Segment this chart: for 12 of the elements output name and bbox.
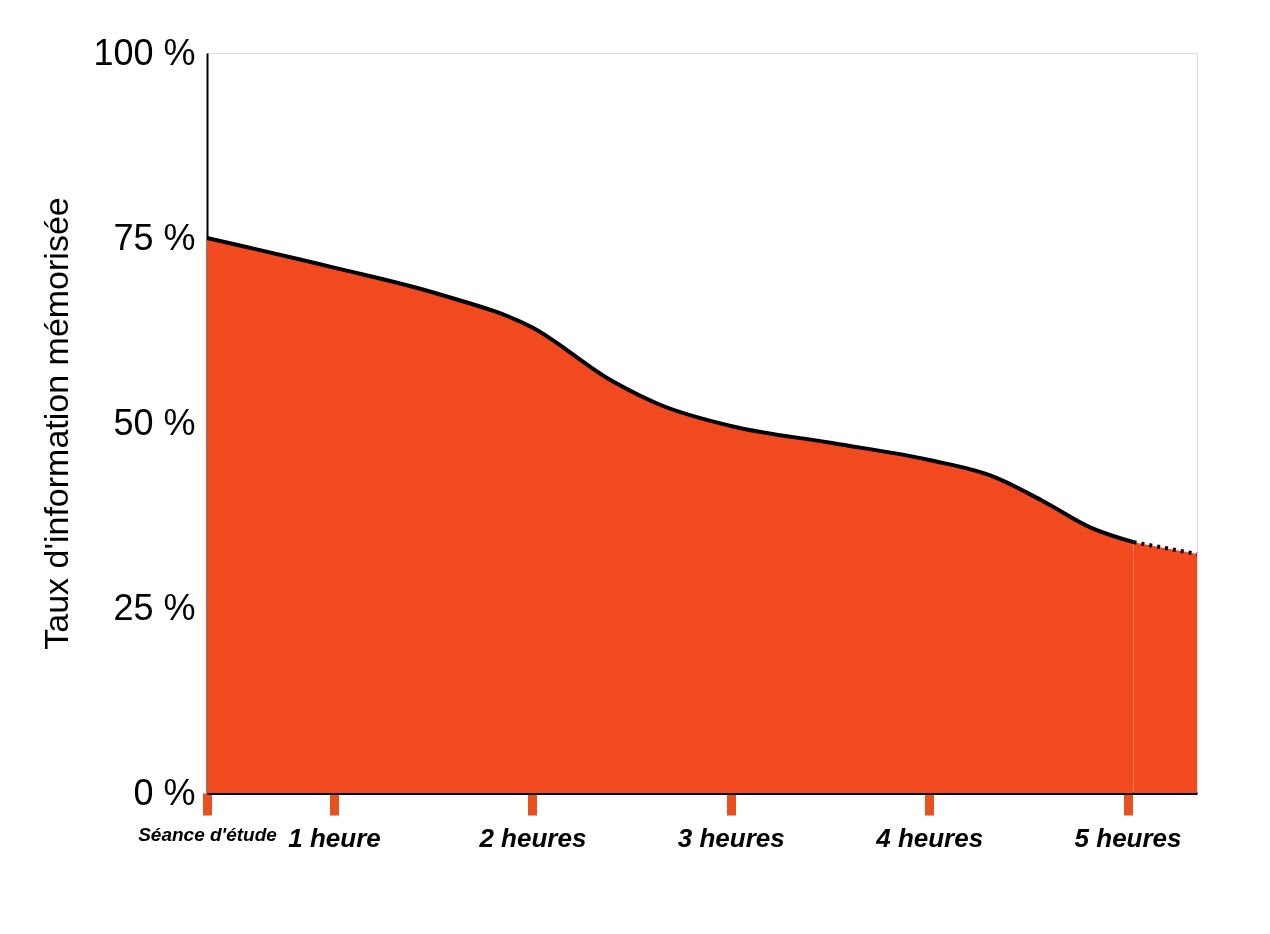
y-tick-label: 50 % — [113, 401, 196, 443]
y-axis-title: Taux d'information mémorisée — [37, 197, 76, 650]
x-tick-label: Séance d'étude — [138, 823, 278, 845]
y-tick-label: 75 % — [113, 216, 196, 258]
y-tick-label: 0 % — [133, 771, 196, 813]
x-tick-label: 2 heures — [478, 822, 587, 853]
x-tick-label: 1 heure — [288, 822, 381, 853]
x-tick-label: 5 heures — [1074, 822, 1182, 853]
y-tick-label: 25 % — [113, 586, 196, 628]
y-tick-label: 100 % — [93, 31, 196, 73]
x-tick-label: 3 heures — [677, 822, 785, 853]
x-tick-label: 4 heures — [875, 822, 984, 853]
